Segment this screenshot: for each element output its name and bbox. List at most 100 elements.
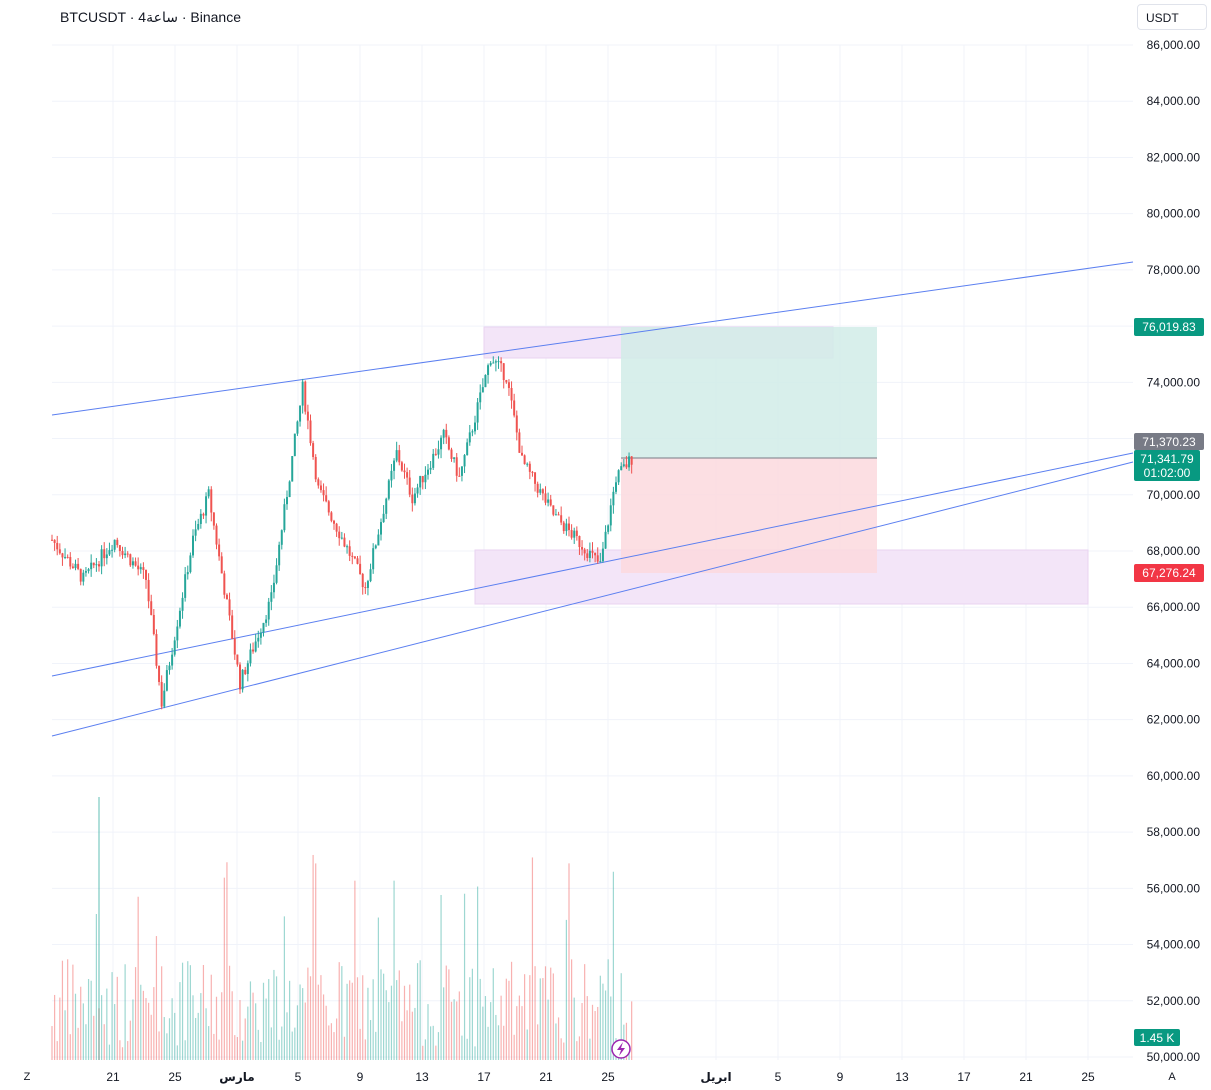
volume-bar [508, 980, 510, 1060]
volume-bar [599, 975, 601, 1060]
candle-body [541, 489, 544, 494]
volume-bar [155, 936, 158, 1060]
candle-body [168, 665, 171, 671]
candle-body [395, 450, 398, 461]
candle-body [223, 573, 226, 595]
volume-bar [341, 966, 343, 1060]
volume-bar [456, 1001, 458, 1060]
candle-body [346, 546, 349, 548]
candle-body [257, 637, 260, 642]
candle-body [275, 565, 278, 583]
candle-body [262, 622, 265, 633]
volume-bar [80, 986, 82, 1060]
y-axis[interactable]: 86,000.00 84,000.00 82,000.00 80,000.00 78,0… [1147, 38, 1201, 1064]
candle-body [58, 549, 61, 554]
candle-body [560, 515, 563, 523]
volume-bar [560, 1038, 562, 1060]
candle-body [377, 534, 380, 546]
candle-body [497, 361, 500, 363]
candle-body [90, 562, 93, 570]
x-axis[interactable]: 21 25 مارس 5 9 13 17 21 25 ابريل 5 9 13 17 21 25 [106, 1070, 1095, 1084]
volume-bar [524, 974, 526, 1060]
candle-body [142, 567, 145, 571]
volume-bar [443, 987, 445, 1060]
candle-body [254, 641, 257, 652]
candle-body [103, 549, 106, 559]
volume-bar [597, 1006, 599, 1060]
last-price-badge [1134, 450, 1200, 481]
volume-bar [69, 1034, 71, 1060]
left-corner-label[interactable]: Z [24, 1071, 31, 1083]
candle-body [364, 587, 367, 589]
volume-bar [369, 1020, 372, 1060]
candle-body [570, 530, 573, 538]
volume-bar [260, 1041, 262, 1060]
upper-trendline[interactable] [51, 261, 1134, 416]
candle-body [113, 539, 116, 550]
volume-bar [226, 862, 228, 1060]
candle-body [487, 365, 490, 375]
candle-body [137, 565, 140, 570]
volume-bar [529, 975, 531, 1060]
currency-button[interactable]: USDT [1137, 4, 1207, 30]
volume-bar [531, 857, 534, 1060]
volume-bar [291, 1031, 293, 1060]
candle-body [304, 381, 307, 412]
volume-badge [1134, 1029, 1180, 1046]
candle-body [479, 392, 482, 403]
volume-bar [328, 1025, 330, 1060]
candle-body [521, 452, 523, 456]
volume-bar [129, 1020, 131, 1060]
lower-trendline[interactable] [51, 461, 1134, 737]
volume-bar [620, 973, 622, 1060]
volume-bar [403, 985, 406, 1060]
volume-bar [602, 983, 604, 1060]
volume-bar [161, 966, 163, 1060]
volume-bar [578, 1036, 581, 1060]
volume-bar [134, 967, 137, 1060]
volume-bar [299, 984, 301, 1060]
volume-bar [510, 961, 513, 1060]
candle-body [317, 479, 320, 486]
candle-body [327, 501, 330, 513]
x-tick-label: 17 [477, 1070, 491, 1084]
candle-body [108, 550, 111, 555]
volume-bar [521, 1006, 523, 1060]
y-tick-label: 86,000.00 [1147, 38, 1201, 52]
volume-bar [322, 994, 325, 1060]
candle-body [228, 599, 231, 616]
volume-bar [192, 995, 194, 1060]
candle-body [513, 400, 516, 416]
candle-body [301, 381, 304, 406]
candle-body [283, 504, 286, 531]
right-corner-label[interactable]: A [1168, 1071, 1176, 1083]
candle-body [447, 437, 450, 450]
candle-body [74, 563, 77, 569]
candle-body [155, 634, 158, 666]
candle-body [476, 402, 479, 423]
candle-body [500, 361, 503, 364]
volume-bar [168, 1018, 171, 1060]
flash-icon[interactable] [611, 1039, 631, 1059]
candle-body [100, 549, 103, 567]
volume-bar [215, 996, 218, 1060]
volume-bar [197, 1012, 199, 1060]
candle-body [575, 530, 578, 537]
candle-body [494, 361, 497, 363]
x-tick-label: 13 [415, 1070, 429, 1084]
volume-bar [450, 1001, 453, 1060]
candle-body [601, 548, 604, 562]
candle-body [419, 476, 422, 488]
candle-body [184, 574, 187, 598]
volume-bar [289, 980, 291, 1060]
candle-body [333, 520, 335, 524]
volume-bar [74, 993, 77, 1060]
candle-body [432, 453, 435, 468]
x-tick-label: ابريل [700, 1070, 731, 1084]
candle-body [526, 463, 529, 465]
candle-body [111, 549, 114, 551]
candle-body [212, 512, 215, 526]
volume-bar [242, 1040, 244, 1060]
candle-body [178, 610, 181, 627]
